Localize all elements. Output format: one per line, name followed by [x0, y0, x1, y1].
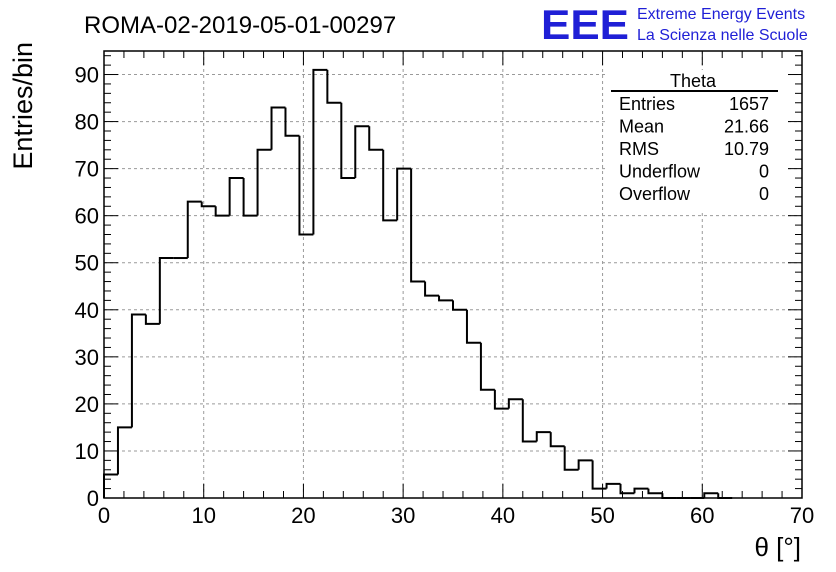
x-axis-label: θ [°]	[754, 532, 801, 562]
stats-row-label: Mean	[619, 117, 664, 137]
logo-line1: Extreme Energy Events	[637, 6, 805, 23]
axes-layer	[103, 50, 803, 499]
stats-title: Theta	[670, 71, 717, 91]
stats-row-value: 21.66	[724, 117, 769, 137]
histogram-bin	[465, 309, 481, 344]
stats-row-value: 0	[759, 162, 769, 182]
stats-box: Theta Entries 1657 Mean 21.66 RMS 10.79 Underf…	[608, 70, 786, 210]
eee-logo: EEE	[541, 1, 629, 48]
histogram-bin	[619, 483, 635, 495]
histogram-bin	[549, 432, 565, 448]
x-tick-label: 10	[191, 503, 215, 528]
histogram-bin	[703, 492, 719, 498]
histogram-bin	[633, 487, 649, 494]
histogram-bin	[382, 149, 398, 222]
histogram-bin	[242, 178, 258, 217]
stats-row-label: Underflow	[619, 162, 701, 182]
y-tick-label: 10	[75, 439, 99, 464]
histogram-bin	[647, 488, 663, 495]
histogram-bin	[200, 201, 216, 208]
stats-row-value: 1657	[729, 94, 769, 114]
stats-row-label: RMS	[619, 139, 659, 159]
histogram-bin	[116, 426, 132, 475]
histogram-bin	[186, 200, 202, 259]
stats-rows: Entries 1657 Mean 21.66 RMS 10.79 Underflow 0 Ov…	[619, 94, 769, 204]
histogram-bin	[284, 107, 300, 137]
y-tick-label: 70	[75, 157, 99, 182]
histogram-bin	[507, 398, 523, 409]
histogram-bin	[479, 342, 495, 391]
histogram-bin	[228, 177, 244, 216]
x-tick-label: 0	[98, 503, 110, 528]
x-tick-label: 20	[291, 503, 315, 528]
ticks-layer: 0 10 20 30 40 50 60 70 0 10 20 30 40 50 60 70 80 90	[75, 51, 814, 528]
y-tick-label: 60	[75, 204, 99, 229]
y-tick-label: 40	[75, 298, 99, 323]
histogram-bin	[605, 482, 621, 489]
stats-row-value: 0	[759, 184, 769, 204]
stats-row-label: Entries	[619, 94, 675, 114]
y-tick-label: 30	[75, 345, 99, 370]
histogram-bin	[410, 168, 426, 283]
histogram-bin	[130, 313, 146, 428]
histogram-bin	[591, 460, 607, 490]
y-tick-label: 80	[75, 110, 99, 135]
histogram-bin	[438, 295, 453, 302]
run-title: ROMA-02-2019-05-01-00297	[84, 12, 396, 39]
y-tick-label: 90	[75, 63, 99, 88]
stats-row-value: 10.79	[724, 139, 769, 159]
plot-frame	[103, 50, 803, 499]
y-axis-label: Entries/bin	[8, 42, 38, 170]
histogram-bin	[493, 389, 509, 410]
histogram-bin	[326, 69, 342, 104]
histogram-bin	[368, 126, 384, 151]
x-tick-label: 40	[491, 503, 515, 528]
histogram-bin	[158, 257, 174, 324]
histogram-bin	[563, 446, 579, 471]
y-tick-label: 0	[87, 486, 99, 511]
logo-line2: La Scienza nelle Scuole	[637, 27, 808, 44]
histogram-bin	[452, 300, 467, 311]
histogram-bin	[298, 135, 314, 236]
histogram-bin	[521, 399, 537, 443]
y-tick-label: 20	[75, 392, 99, 417]
x-tick-label: 60	[690, 503, 714, 528]
x-tick-label: 50	[590, 503, 614, 528]
histogram-bin	[214, 206, 230, 217]
histogram-bin	[312, 68, 328, 235]
histogram-bin	[103, 473, 118, 498]
stats-row-label: Overflow	[619, 184, 691, 204]
histogram-bin	[396, 167, 412, 221]
histogram-bin	[270, 106, 286, 150]
histogram-bin	[535, 431, 551, 442]
histogram-bin	[144, 314, 160, 325]
x-tick-label: 70	[790, 503, 814, 528]
stats-box-background	[608, 70, 786, 210]
histogram-bin	[340, 102, 356, 180]
histogram-bin	[354, 125, 370, 179]
histogram-bin	[256, 148, 272, 216]
histogram-bin	[577, 459, 593, 470]
x-tick-label: 30	[391, 503, 415, 528]
y-tick-label: 50	[75, 251, 99, 276]
histogram-bin	[424, 281, 440, 297]
